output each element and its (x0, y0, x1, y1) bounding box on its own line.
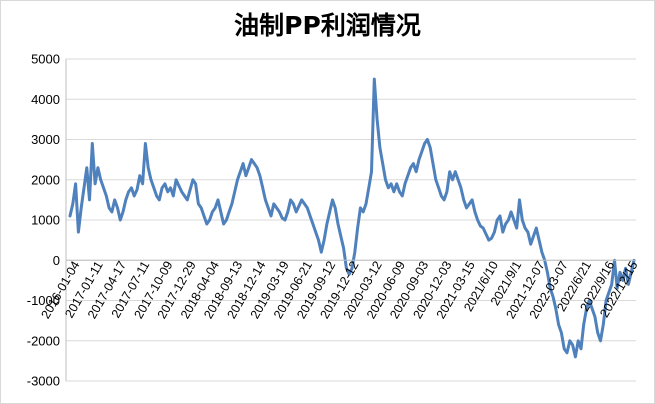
x-axis: 2016-01-042017-01-112017-04-172017-07-11… (38, 259, 640, 321)
gridlines (66, 58, 636, 382)
y-tick-label: -3000 (27, 374, 60, 389)
plot-area (68, 77, 636, 359)
chart-title: 油制PP利润情况 (234, 11, 421, 40)
y-tick-label: 0 (53, 253, 60, 268)
y-tick-label: 4000 (31, 92, 60, 107)
y-tick-label: 2000 (31, 172, 60, 187)
y-axis: -3000 -2000 -1000 0 1000 2000 3000 4000 5000 (27, 52, 67, 389)
y-tick-label: -2000 (27, 333, 60, 348)
y-tick-label: 1000 (31, 213, 60, 228)
y-tick-label: 5000 (31, 52, 60, 67)
y-tick-label: 3000 (31, 132, 60, 147)
y-tick-label: -1000 (27, 293, 60, 308)
series-line (68, 77, 636, 359)
